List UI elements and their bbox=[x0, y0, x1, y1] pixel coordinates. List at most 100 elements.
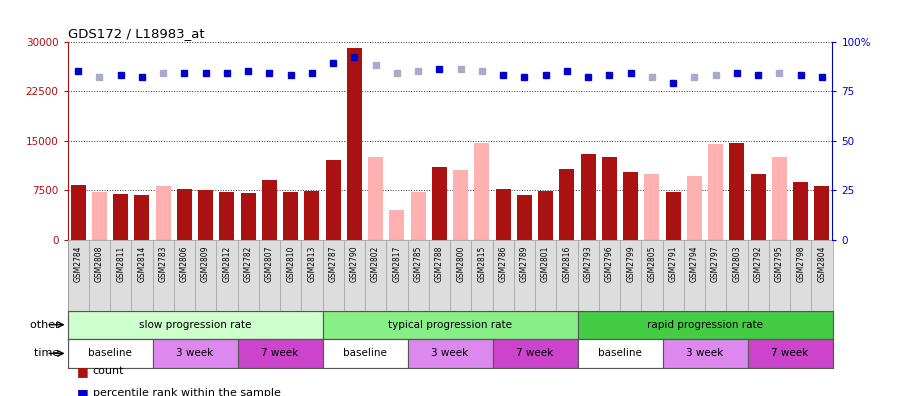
Text: GDS172 / L18983_at: GDS172 / L18983_at bbox=[68, 27, 204, 40]
Bar bbox=[454, 170, 468, 240]
Bar bbox=[687, 175, 702, 240]
Bar bbox=[432, 167, 446, 240]
Bar bbox=[346, 48, 362, 240]
Bar bbox=[304, 191, 320, 240]
Bar bbox=[793, 182, 808, 240]
Bar bbox=[71, 185, 86, 240]
Bar bbox=[284, 192, 298, 240]
Text: GSM2802: GSM2802 bbox=[371, 245, 380, 282]
Bar bbox=[751, 173, 766, 240]
Text: GSM2788: GSM2788 bbox=[435, 245, 444, 282]
Text: rapid progression rate: rapid progression rate bbox=[647, 320, 763, 330]
Text: GSM2817: GSM2817 bbox=[392, 245, 401, 282]
Bar bbox=[729, 143, 744, 240]
Text: GSM2790: GSM2790 bbox=[350, 245, 359, 282]
Text: GSM2803: GSM2803 bbox=[733, 245, 742, 282]
Text: GSM2796: GSM2796 bbox=[605, 245, 614, 282]
Text: 7 week: 7 week bbox=[771, 348, 808, 358]
Text: other: other bbox=[30, 320, 63, 330]
Text: 7 week: 7 week bbox=[261, 348, 299, 358]
Text: GSM2795: GSM2795 bbox=[775, 245, 784, 282]
Bar bbox=[538, 191, 554, 240]
Text: GSM2786: GSM2786 bbox=[499, 245, 508, 282]
Bar bbox=[326, 160, 340, 240]
Bar bbox=[368, 157, 383, 240]
Text: percentile rank within the sample: percentile rank within the sample bbox=[93, 388, 281, 396]
Text: GSM2792: GSM2792 bbox=[753, 245, 762, 282]
Bar bbox=[198, 190, 213, 240]
Text: time: time bbox=[34, 348, 63, 358]
Text: GSM2789: GSM2789 bbox=[520, 245, 529, 282]
Text: GSM2811: GSM2811 bbox=[116, 245, 125, 282]
Text: baseline: baseline bbox=[88, 348, 132, 358]
Bar bbox=[408, 339, 492, 368]
Text: baseline: baseline bbox=[598, 348, 642, 358]
Text: typical progression rate: typical progression rate bbox=[388, 320, 512, 330]
Text: GSM2815: GSM2815 bbox=[477, 245, 486, 282]
Bar bbox=[177, 189, 192, 240]
Bar bbox=[68, 339, 152, 368]
Text: ■: ■ bbox=[76, 365, 88, 378]
Text: 3 week: 3 week bbox=[176, 348, 213, 358]
Bar bbox=[748, 339, 832, 368]
Bar bbox=[602, 157, 616, 240]
Text: count: count bbox=[93, 366, 124, 377]
Bar bbox=[578, 339, 662, 368]
Text: GSM2814: GSM2814 bbox=[138, 245, 147, 282]
Text: GSM2794: GSM2794 bbox=[690, 245, 699, 282]
Bar bbox=[666, 192, 680, 240]
Text: GSM2808: GSM2808 bbox=[94, 245, 104, 282]
Bar bbox=[156, 186, 171, 240]
Text: 7 week: 7 week bbox=[517, 348, 554, 358]
Bar bbox=[644, 173, 660, 240]
Text: slow progression rate: slow progression rate bbox=[139, 320, 251, 330]
Text: GSM2797: GSM2797 bbox=[711, 245, 720, 282]
Bar bbox=[578, 311, 833, 339]
Bar bbox=[410, 192, 426, 240]
Bar bbox=[623, 172, 638, 240]
Bar bbox=[662, 339, 748, 368]
Text: GSM2793: GSM2793 bbox=[583, 245, 592, 282]
Bar bbox=[240, 193, 256, 240]
Bar bbox=[238, 339, 322, 368]
Text: GSM2801: GSM2801 bbox=[541, 245, 550, 282]
Text: GSM2812: GSM2812 bbox=[222, 245, 231, 282]
Text: GSM2784: GSM2784 bbox=[74, 245, 83, 282]
Text: GSM2809: GSM2809 bbox=[201, 245, 210, 282]
Bar bbox=[708, 144, 723, 240]
Text: GSM2813: GSM2813 bbox=[308, 245, 317, 282]
Bar bbox=[496, 189, 510, 240]
Bar bbox=[262, 180, 277, 240]
Text: GSM2782: GSM2782 bbox=[244, 245, 253, 282]
Text: GSM2804: GSM2804 bbox=[817, 245, 826, 282]
Text: GSM2787: GSM2787 bbox=[328, 245, 338, 282]
Bar bbox=[68, 311, 322, 339]
Text: GSM2810: GSM2810 bbox=[286, 245, 295, 282]
Text: 3 week: 3 week bbox=[431, 348, 469, 358]
Text: GSM2798: GSM2798 bbox=[796, 245, 806, 282]
Bar bbox=[560, 169, 574, 240]
Text: GSM2816: GSM2816 bbox=[562, 245, 572, 282]
Bar bbox=[580, 154, 596, 240]
Bar bbox=[152, 339, 238, 368]
Bar bbox=[474, 143, 490, 240]
Bar bbox=[113, 194, 128, 240]
Bar bbox=[517, 195, 532, 240]
Text: ■: ■ bbox=[76, 387, 88, 396]
Text: GSM2783: GSM2783 bbox=[158, 245, 167, 282]
Bar bbox=[134, 195, 149, 240]
Text: baseline: baseline bbox=[343, 348, 387, 358]
Bar bbox=[92, 192, 107, 240]
Text: GSM2805: GSM2805 bbox=[647, 245, 656, 282]
Bar bbox=[390, 210, 404, 240]
Bar bbox=[772, 157, 787, 240]
Bar bbox=[322, 311, 578, 339]
Text: GSM2785: GSM2785 bbox=[414, 245, 423, 282]
Text: GSM2807: GSM2807 bbox=[265, 245, 274, 282]
Bar bbox=[220, 192, 234, 240]
Bar bbox=[322, 339, 408, 368]
Text: 3 week: 3 week bbox=[687, 348, 724, 358]
Text: GSM2791: GSM2791 bbox=[669, 245, 678, 282]
Bar bbox=[814, 186, 829, 240]
Text: GSM2800: GSM2800 bbox=[456, 245, 465, 282]
